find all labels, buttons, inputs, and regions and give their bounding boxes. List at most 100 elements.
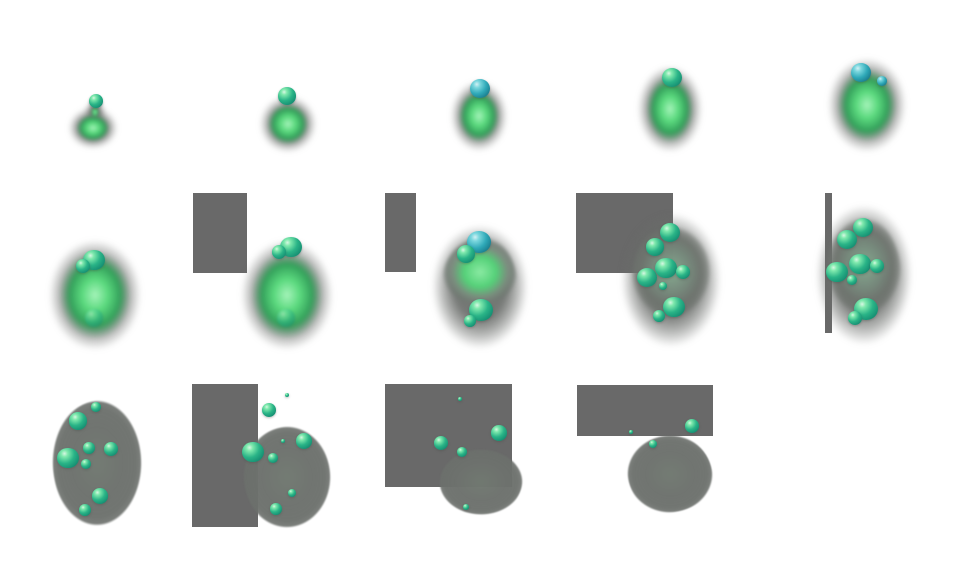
cloud-core <box>837 68 897 142</box>
bubble <box>655 257 677 279</box>
smoke-halo <box>828 58 906 152</box>
cloud-core <box>243 426 331 528</box>
bubble <box>268 453 278 463</box>
bubble <box>491 425 507 441</box>
bubble <box>463 504 469 510</box>
bubble <box>848 311 862 325</box>
cloud-core <box>442 237 518 337</box>
cloud-core <box>267 103 309 145</box>
bubble <box>470 78 490 98</box>
bubble <box>837 229 857 249</box>
bubble <box>242 441 264 463</box>
bubble <box>826 261 848 283</box>
bubble <box>91 402 101 412</box>
bubble <box>81 459 91 469</box>
bubble <box>296 433 312 449</box>
bubble <box>663 296 685 318</box>
bubble <box>281 439 285 443</box>
bubble <box>285 393 289 397</box>
bubble <box>278 87 296 105</box>
bubble <box>434 436 448 450</box>
bubble <box>877 76 887 86</box>
bubble <box>464 315 476 327</box>
cloud-core <box>76 114 110 142</box>
bubble <box>83 442 95 454</box>
bubble <box>89 94 103 108</box>
cloud-core <box>631 226 711 334</box>
bubble <box>272 245 286 259</box>
bubble <box>853 217 873 237</box>
cloud-core <box>627 435 713 513</box>
smoke-halo <box>815 204 913 346</box>
mask-rect <box>576 193 673 273</box>
bubble <box>83 249 105 271</box>
cloud-core <box>59 251 131 339</box>
bubble <box>104 442 118 456</box>
bubble <box>277 309 295 327</box>
bubble <box>649 440 657 448</box>
bubble <box>653 310 665 322</box>
mask-rect <box>385 193 416 272</box>
mask-rect <box>577 385 713 436</box>
bubble <box>262 403 276 417</box>
cloud-core <box>91 106 99 118</box>
bubble <box>660 222 680 242</box>
bubble <box>457 447 467 457</box>
bubble <box>457 245 475 263</box>
bubble <box>851 62 871 82</box>
bubble <box>646 238 664 256</box>
mask-rect <box>385 384 512 487</box>
bubble <box>659 282 667 290</box>
smoke-halo <box>241 239 333 351</box>
bubble <box>870 259 884 273</box>
smoke-halo <box>431 225 529 349</box>
bubble <box>467 230 491 254</box>
bubble <box>637 267 657 287</box>
cloud-core <box>458 89 500 143</box>
bubble <box>92 488 108 504</box>
cloud-core <box>251 251 323 339</box>
smoke-halo <box>49 239 141 351</box>
bubble <box>685 419 699 433</box>
bubble <box>854 297 878 321</box>
mask-rect <box>825 193 832 333</box>
bubble <box>847 275 857 285</box>
cloud-core <box>52 400 142 526</box>
bubble <box>85 309 103 327</box>
smoke-halo <box>620 213 722 347</box>
bubble <box>270 503 282 515</box>
bubble <box>79 504 91 516</box>
cloud-core <box>826 218 902 332</box>
cloud-core <box>646 75 694 143</box>
bubble <box>676 265 690 279</box>
smoke-halo <box>69 107 117 149</box>
smoke-halo <box>450 80 508 152</box>
bubble <box>662 67 682 87</box>
bubble <box>76 259 90 273</box>
bubble <box>57 447 79 469</box>
bubble <box>280 236 302 258</box>
mask-rect <box>192 384 258 527</box>
bubble <box>629 430 633 434</box>
smoke-halo <box>638 65 702 153</box>
bubble <box>288 489 296 497</box>
mask-rect <box>193 193 247 273</box>
cloud-core <box>439 449 523 515</box>
bubble <box>458 397 462 401</box>
smoke-halo <box>86 101 104 123</box>
